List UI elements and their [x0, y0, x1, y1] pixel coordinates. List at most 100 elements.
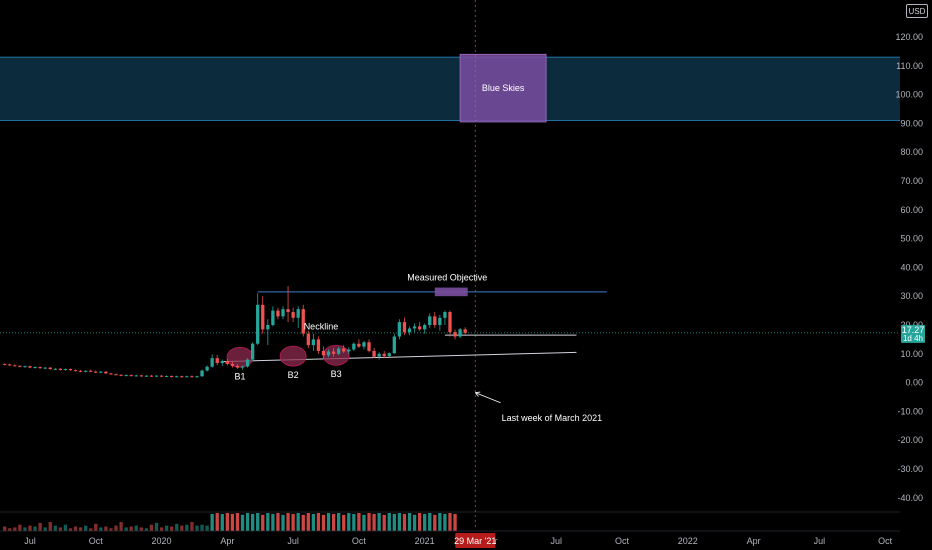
candle-body	[261, 304, 265, 330]
candle-body	[367, 342, 371, 351]
price-tag-value: 17.27	[902, 325, 925, 335]
volume-bar	[129, 526, 133, 531]
volume-bar	[33, 526, 37, 531]
candle-body	[215, 358, 219, 364]
candle-body	[159, 375, 164, 377]
volume-bar	[296, 513, 300, 531]
candle-body	[428, 316, 432, 325]
volume-bar	[261, 514, 265, 531]
bottom-label-b1: B1	[234, 371, 245, 381]
x-tick-label: Jul	[814, 536, 826, 546]
candle-body	[256, 304, 260, 344]
x-tick-label: Jul	[287, 536, 299, 546]
candle-body	[139, 375, 143, 377]
volume-bar	[215, 513, 219, 531]
volume-bar	[139, 527, 143, 531]
x-tick-label: Jul	[24, 536, 36, 546]
candle-body	[23, 366, 27, 368]
volume-bar	[412, 514, 417, 531]
candle-body	[190, 376, 194, 378]
volume-bar	[73, 526, 78, 531]
volume-bar	[104, 526, 108, 531]
candle-body	[149, 375, 154, 377]
candle-body	[180, 376, 184, 378]
candle-body	[443, 312, 447, 318]
y-tick-label: 110.00	[896, 61, 923, 71]
volume-bar	[149, 524, 154, 531]
volume-bar	[271, 513, 275, 531]
candle-body	[311, 339, 316, 346]
volume-bar	[372, 513, 376, 531]
support-trendline	[222, 351, 577, 363]
volume-bar	[250, 513, 255, 531]
volume-bar	[417, 513, 422, 531]
candle-body	[99, 371, 103, 373]
volume-bar	[443, 513, 447, 531]
last-week-label: Last week of March 2021	[502, 413, 603, 423]
volume-bar	[170, 526, 174, 531]
candle-body	[144, 375, 149, 377]
candle-body	[316, 339, 321, 351]
x-tick-label: 2021	[415, 536, 435, 546]
bottom-label-b3: B3	[331, 369, 342, 379]
candle-body	[352, 343, 356, 350]
candle-body	[119, 374, 123, 376]
volume-bar	[18, 524, 22, 531]
volume-bar	[119, 522, 123, 531]
volume-bar	[38, 522, 42, 531]
x-tick-label: Oct	[878, 536, 893, 546]
volume-bar	[159, 527, 164, 531]
x-tick-label: 2020	[152, 536, 172, 546]
volume-bar	[154, 522, 159, 531]
price-tag-time: 1d 4h	[903, 334, 923, 343]
candle-body	[18, 365, 22, 367]
price-tag	[901, 324, 925, 343]
y-tick-label: 80.00	[900, 147, 923, 157]
volume-bar	[245, 513, 250, 531]
volume-bar	[144, 528, 149, 531]
candle-body	[195, 376, 199, 378]
candle-body	[73, 370, 78, 372]
x-tick-label: Jul	[550, 536, 562, 546]
candle-body	[331, 351, 336, 354]
volume-bar	[321, 514, 326, 531]
candle-body	[392, 336, 396, 354]
volume-bar	[53, 525, 57, 531]
candle-body	[185, 376, 189, 378]
candle-body	[220, 361, 224, 364]
volume-bar	[397, 513, 402, 531]
drawings-layer	[0, 0, 900, 530]
candle-body	[48, 367, 52, 370]
candle-body	[458, 329, 462, 337]
candle-body	[210, 358, 214, 367]
volume-bar	[230, 513, 235, 531]
volume-bar	[407, 513, 412, 531]
volume-bar	[306, 513, 310, 531]
blue-skies-zone	[0, 57, 900, 121]
volume-bar	[94, 523, 98, 531]
volume-bar	[377, 513, 381, 531]
candle-body	[230, 363, 235, 366]
volume-bar	[286, 513, 290, 531]
volume-bar	[164, 525, 169, 531]
candle-body	[402, 322, 407, 333]
volume-bar	[58, 527, 63, 531]
volume-bar	[175, 523, 179, 531]
volume-bar	[89, 528, 93, 531]
currency-button[interactable]: USD	[906, 4, 928, 18]
y-tick-label: -10.00	[897, 406, 923, 416]
blue-zone-layer	[0, 56, 900, 121]
volume-bar	[235, 513, 240, 531]
volume-bar	[382, 514, 386, 531]
candle-body	[433, 316, 437, 325]
volume-bar	[402, 513, 407, 531]
candle-body	[448, 312, 452, 333]
measured-objective-label: Measured Objective	[407, 273, 487, 283]
volume-bar	[185, 524, 189, 531]
volume-bar	[326, 513, 331, 531]
volume-bar	[362, 514, 366, 531]
bottom-ellipse-b2	[279, 345, 307, 367]
y-tick-label: 40.00	[900, 262, 923, 272]
